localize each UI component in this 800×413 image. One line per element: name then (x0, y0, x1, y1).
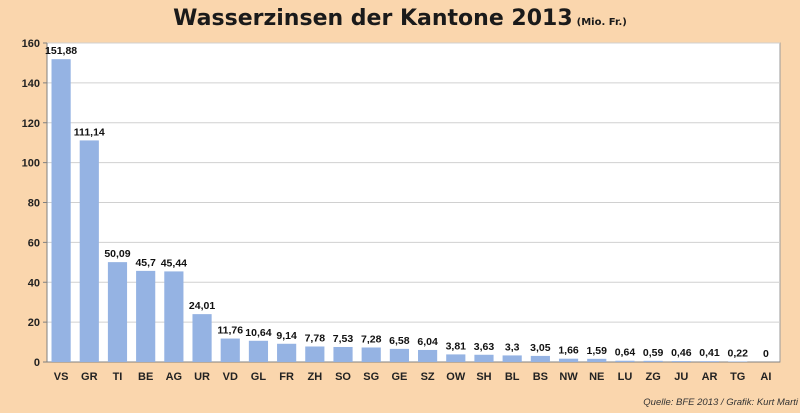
x-tick-label: GR (81, 371, 98, 383)
data-label: 111,14 (74, 126, 105, 138)
data-label: 0,41 (699, 347, 720, 359)
data-label: 1,66 (558, 345, 579, 357)
chart-title: Wasserzinsen der Kantone 2013 (173, 6, 573, 31)
x-tick-label: UR (194, 371, 210, 383)
x-tick-label: BS (533, 371, 548, 383)
x-tick-label: SZ (421, 371, 435, 383)
bar (615, 360, 635, 362)
chart-title-block: Wasserzinsen der Kantone 2013 (Mio. Fr.) (0, 6, 800, 31)
bar (192, 314, 212, 362)
data-label: 3,3 (505, 341, 520, 353)
x-tick-label: TG (730, 371, 745, 383)
data-label: 45,44 (161, 257, 187, 269)
bar (558, 358, 579, 362)
bar (305, 346, 325, 362)
x-tick-label: BL (505, 371, 520, 383)
data-label: 0,46 (671, 347, 692, 359)
x-tick-label: JU (674, 371, 688, 383)
y-tick-label: 20 (28, 317, 40, 329)
data-label: 50,09 (104, 248, 130, 260)
y-tick-label: 100 (22, 158, 40, 170)
x-tick-label: ZG (645, 371, 660, 383)
x-tick-label: LU (618, 371, 633, 383)
bar (79, 140, 99, 362)
data-label: 0,64 (615, 347, 636, 359)
bar (361, 347, 381, 362)
data-label: 45,7 (135, 257, 156, 269)
bar (446, 354, 466, 362)
x-tick-label: NW (559, 371, 578, 383)
y-tick-label: 0 (34, 357, 40, 369)
y-tick-label: 160 (22, 38, 40, 50)
bar (474, 354, 494, 362)
data-label: 7,53 (333, 333, 354, 345)
data-label: 9,14 (276, 330, 297, 342)
bar (333, 346, 353, 362)
data-label: 3,81 (446, 340, 467, 352)
data-label: 1,59 (587, 345, 608, 357)
data-label: 6,58 (389, 335, 410, 347)
data-label: 7,28 (361, 333, 382, 345)
data-label: 10,64 (245, 327, 271, 339)
source-note: Quelle: BFE 2013 / Grafik: Kurt Marti (643, 397, 798, 408)
x-tick-label: SG (363, 371, 379, 383)
y-tick-label: 40 (28, 277, 40, 289)
x-tick-label: VD (223, 371, 238, 383)
x-tick-label: AR (702, 371, 718, 383)
x-tick-label: AI (760, 371, 771, 383)
x-tick-label: SH (476, 371, 491, 383)
data-label: 151,88 (45, 45, 77, 57)
x-tick-label: GE (391, 371, 407, 383)
x-tick-label: ZH (307, 371, 322, 383)
bar (699, 361, 720, 362)
data-label: 3,63 (474, 341, 495, 353)
x-tick-label: NE (589, 371, 604, 383)
bar (418, 349, 438, 362)
bar (107, 262, 128, 362)
bar (136, 270, 156, 362)
bar (220, 338, 240, 362)
chart-subtitle: (Mio. Fr.) (576, 17, 627, 28)
bar (248, 340, 269, 362)
data-label: 7,78 (305, 332, 326, 344)
x-tick-label: TI (113, 371, 123, 383)
bar (164, 271, 184, 362)
bar (587, 358, 607, 362)
x-tick-label: GL (251, 371, 267, 383)
y-tick-label: 120 (22, 118, 40, 130)
y-tick-label: 80 (28, 198, 40, 210)
bar (389, 348, 409, 362)
x-tick-label: OW (446, 371, 466, 383)
data-label: 24,01 (189, 300, 215, 312)
data-label: 0,22 (727, 348, 748, 360)
bar (502, 355, 522, 362)
y-tick-label: 60 (28, 237, 40, 249)
x-tick-label: BE (138, 371, 153, 383)
x-tick-label: FR (279, 371, 294, 383)
data-label: 0,59 (643, 347, 664, 359)
data-label: 11,76 (217, 325, 243, 337)
x-tick-label: VS (54, 371, 69, 383)
data-label: 0 (763, 348, 769, 360)
bar (51, 59, 71, 363)
bar (277, 343, 297, 362)
y-tick-label: 140 (22, 78, 40, 90)
x-tick-label: SO (335, 371, 351, 383)
data-label: 3,05 (530, 342, 551, 354)
bar (671, 361, 691, 362)
data-label: 6,04 (417, 336, 438, 348)
x-tick-label: AG (166, 371, 183, 383)
bar (530, 355, 550, 362)
bar (643, 360, 663, 362)
